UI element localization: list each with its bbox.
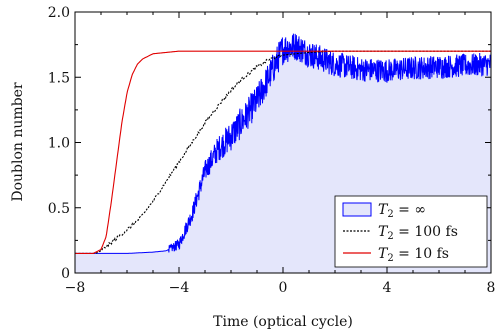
x-tick-label: 0 <box>279 280 288 296</box>
x-tick-label: 8 <box>487 280 496 296</box>
legend-label: T2 = ∞ <box>378 202 426 220</box>
y-tick-label: 0 <box>61 266 70 282</box>
x-tick-label: 4 <box>383 280 392 296</box>
series-line-2 <box>75 50 491 254</box>
y-tick-label: 1.0 <box>48 136 70 152</box>
x-tick-label: −4 <box>169 280 190 296</box>
legend-label: T2 = 10 fs <box>378 246 449 264</box>
y-axis-title: Doublon number <box>10 82 26 202</box>
legend: T2 = ∞ T2 = 100 fs T2 = 10 fs <box>334 195 488 268</box>
x-axis-title: Time (optical cycle) <box>213 314 353 330</box>
y-tick-label: 2.0 <box>48 5 70 21</box>
series-line-1 <box>75 50 491 254</box>
y-tick-label: 1.5 <box>48 70 70 86</box>
y-tick-label: 0.5 <box>48 201 70 217</box>
x-tick-label: −8 <box>65 280 86 296</box>
legend-label: T2 = 100 fs <box>378 224 458 242</box>
legend-swatch-area <box>342 202 372 217</box>
series-line-0 <box>75 33 491 254</box>
